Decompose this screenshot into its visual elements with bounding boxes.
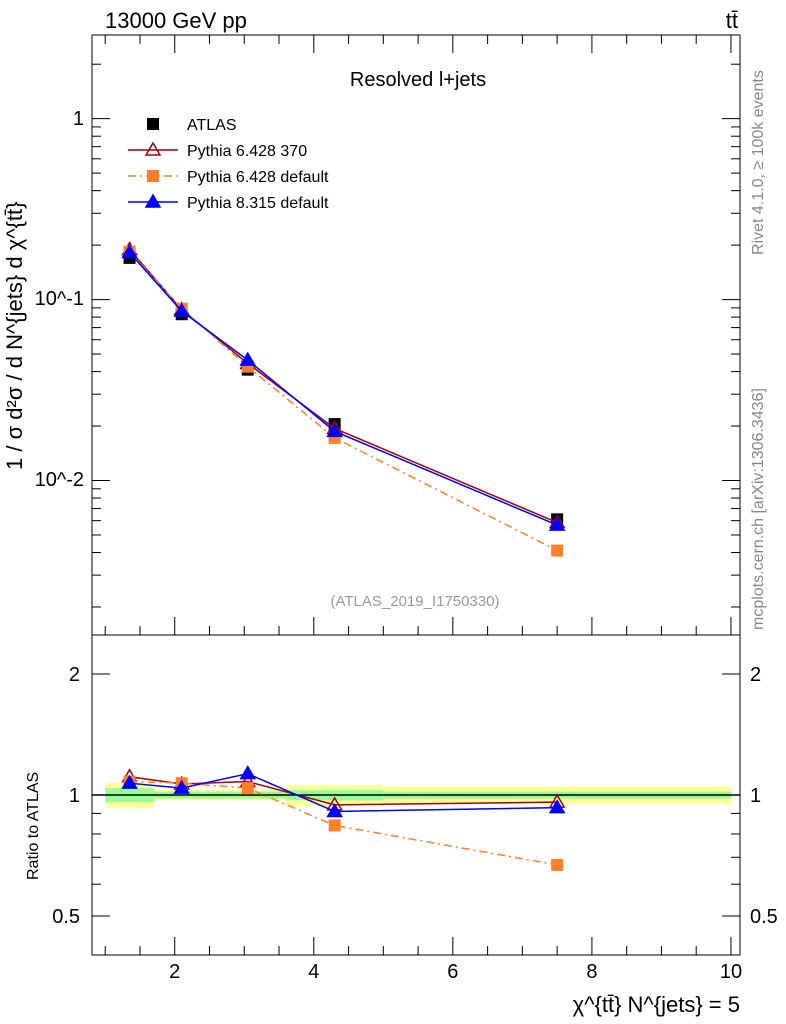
- ratio-y-tick-label: 2: [750, 664, 761, 686]
- ratio-y-tick-label: 0.5: [52, 906, 80, 928]
- ratio-point-pythia-6-428-default: [328, 819, 341, 832]
- legend-marker: [147, 118, 159, 130]
- data-point-pythia-8-315-default: [173, 302, 190, 317]
- ratio-y-tick-label: 1: [69, 785, 80, 807]
- legend-label: Pythia 6.428 370: [187, 143, 307, 160]
- x-tick-label: 6: [447, 961, 458, 983]
- ratio-point-pythia-8-315-default: [173, 779, 190, 794]
- y-tick-label: 1: [73, 108, 84, 130]
- ratio-y-tick-label: 1: [750, 785, 761, 807]
- ratio-point-pythia-8-315-default: [121, 774, 138, 789]
- y-tick-label: 10^-1: [35, 288, 84, 310]
- series-line-pythia-8-315-default: [128, 252, 558, 526]
- legend-marker: [144, 141, 162, 156]
- rivet-label: Rivet 4.1.0, ≥ 100k events: [750, 70, 767, 255]
- x-axis-label: χ^{tt̄} N^{jets} = 5: [573, 992, 740, 1017]
- ratio-line-pythia-6-428-default: [129, 780, 558, 866]
- x-tick-label: 4: [308, 961, 319, 983]
- series-line-pythia-6-428-370: [128, 249, 558, 524]
- x-tick-label: 2: [169, 961, 180, 983]
- legend-marker: [144, 193, 162, 208]
- data-point-pythia-6-428-default: [551, 544, 564, 557]
- mcplots-label: mcplots.cern.ch [arXiv:1306.3436]: [750, 388, 767, 630]
- x-tick-label: 8: [586, 961, 597, 983]
- ratio-y-label: Ratio to ATLAS: [25, 772, 42, 880]
- series-line-pythia-6-428-default: [128, 251, 558, 552]
- legend-label: Pythia 8.315 default: [187, 195, 329, 212]
- ratio-y-tick-label: 2: [69, 664, 80, 686]
- ratio-line-pythia-6-428-370: [129, 776, 558, 806]
- y-tick-label: 10^-2: [35, 469, 84, 491]
- data-point-pythia-8-315-default: [326, 422, 343, 438]
- ratio-point-pythia-8-315-default: [326, 802, 343, 818]
- chart-title: Resolved l+jets: [350, 69, 486, 91]
- legend-label: Pythia 6.428 default: [187, 169, 329, 186]
- ratio-point-pythia-6-428-default: [551, 858, 564, 871]
- process-label: tt̄: [726, 8, 738, 33]
- y-axis-label: 1 / σ d²σ / d N^{jets} d χ^{tt̄}: [2, 202, 27, 470]
- energy-label: 13000 GeV pp: [105, 8, 247, 33]
- ratio-point-pythia-8-315-default: [239, 765, 257, 780]
- ratio-point-pythia-8-315-default: [548, 799, 566, 814]
- data-point-pythia-8-315-default: [548, 516, 566, 531]
- ratio-y-tick-label: 0.5: [750, 906, 778, 928]
- data-point-pythia-8-315-default: [121, 244, 138, 259]
- legend-label: ATLAS: [187, 117, 237, 134]
- watermark: (ATLAS_2019_I1750330): [330, 593, 499, 610]
- ratio-point-pythia-6-428-default: [241, 782, 254, 795]
- legend-marker: [147, 170, 159, 182]
- x-tick-label: 10: [720, 961, 742, 983]
- data-point-pythia-8-315-default: [239, 351, 257, 366]
